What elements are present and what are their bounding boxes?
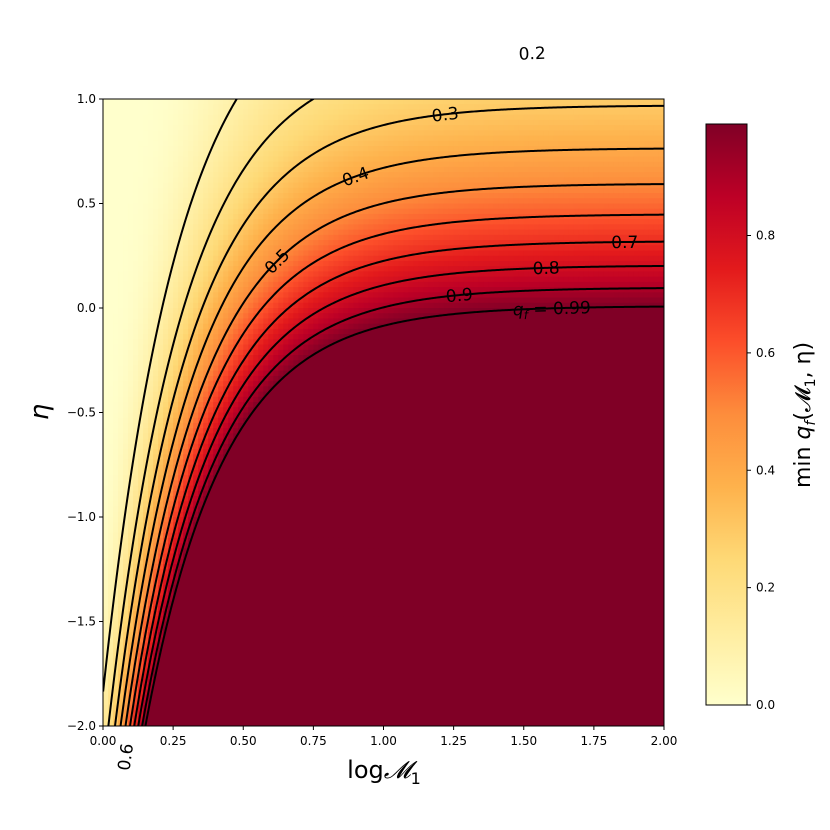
- x-tick-label: 1.00: [370, 734, 397, 748]
- contour-label: 0.8: [532, 258, 560, 279]
- y-tick-label: −0.5: [67, 406, 96, 420]
- y-tick-label: −1.5: [67, 615, 96, 629]
- colorbar-ticks: 0.0 0.2 0.4 0.6 0.8: [747, 229, 775, 712]
- colorbar-tick-label: 0.2: [756, 581, 775, 595]
- x-tick-label: 0.50: [230, 734, 257, 748]
- x-tick-label: 2.00: [651, 734, 678, 748]
- x-tick-label: 0.00: [90, 734, 117, 748]
- contour-line: [103, 99, 238, 692]
- colorbar-label: min qf(𝓜1, η): [791, 342, 819, 488]
- contour-line: [119, 147, 664, 726]
- y-axis-label: η: [25, 404, 55, 420]
- y-tick-label: 0.5: [77, 197, 96, 211]
- x-tick-label: 1.75: [581, 734, 608, 748]
- y-tick-label: −1.0: [67, 510, 96, 524]
- contour-label: qf = 0.99: [513, 298, 592, 322]
- colorbar-tick-label: 0.0: [756, 698, 775, 712]
- contour-label: 0.3: [431, 104, 460, 127]
- colorbar-tick-label: 0.6: [756, 346, 775, 360]
- x-axis-label: log𝓜1: [347, 756, 421, 788]
- x-tick-label: 1.50: [510, 734, 537, 748]
- contour-label: 0.6: [115, 742, 139, 772]
- contour-line: [107, 99, 316, 726]
- x-tick-label: 1.25: [440, 734, 467, 748]
- contour-label: 0.9: [445, 285, 474, 307]
- contour-line: [137, 264, 664, 726]
- contour-lines: [103, 99, 664, 726]
- y-tick-label: 0.0: [77, 301, 96, 315]
- contour-label: 0.7: [611, 233, 638, 253]
- x-tick-label: 0.25: [160, 734, 187, 748]
- x-axis: 0.00 0.25 0.50 0.75 1.00 1.25 1.50 1.75 2.00: [90, 726, 678, 748]
- x-tick-label: 0.75: [300, 734, 327, 748]
- colorbar: 0.0 0.2 0.4 0.6 0.8 min qf(𝓜1, η): [705, 123, 819, 712]
- y-axis: −2.0 −1.5 −1.0 −0.5 0.0 0.5 1.0: [67, 92, 103, 733]
- contour-line: [144, 305, 664, 726]
- contour-line: [113, 104, 664, 726]
- heatmap-field: [103, 99, 664, 726]
- contour-line: [129, 213, 664, 726]
- contour-line: [124, 183, 664, 726]
- colorbar-tick-label: 0.8: [756, 229, 775, 243]
- contour-label: 0.2: [518, 44, 546, 65]
- contour-line: [133, 240, 664, 726]
- y-tick-label: −2.0: [67, 719, 96, 733]
- colorbar-gradient: [705, 123, 748, 706]
- colorbar-tick-label: 0.4: [756, 463, 775, 477]
- contour-line: [141, 287, 664, 726]
- y-tick-label: 1.0: [77, 92, 96, 106]
